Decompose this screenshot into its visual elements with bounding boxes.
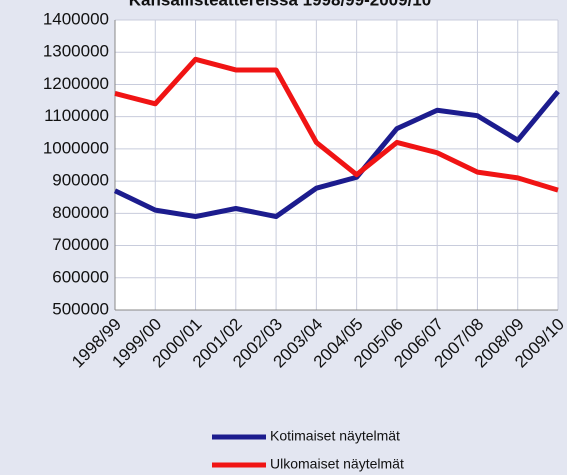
legend-label: Kotimaiset näytelmät	[270, 428, 400, 444]
legend-label: Ulkomaiset näytelmät	[270, 456, 404, 472]
y-tick-label: 1100000	[44, 106, 109, 125]
chart-title: Kansallisteattereissa 1998/99-2009/10	[129, 0, 431, 9]
y-tick-label: 500000	[52, 299, 109, 318]
y-tick-label: 1200000	[43, 74, 109, 93]
y-tick-label: 800000	[52, 203, 109, 222]
plot-area	[115, 20, 558, 310]
y-tick-label: 1300000	[43, 42, 109, 61]
series-line	[113, 89, 560, 220]
y-tick-label: 1400000	[43, 9, 109, 28]
series-line	[114, 56, 559, 193]
y-tick-label: 700000	[52, 235, 109, 254]
y-tick-label: 600000	[52, 267, 109, 286]
y-tick-label: 900000	[52, 171, 109, 190]
y-tick-label: 1000000	[43, 138, 109, 157]
